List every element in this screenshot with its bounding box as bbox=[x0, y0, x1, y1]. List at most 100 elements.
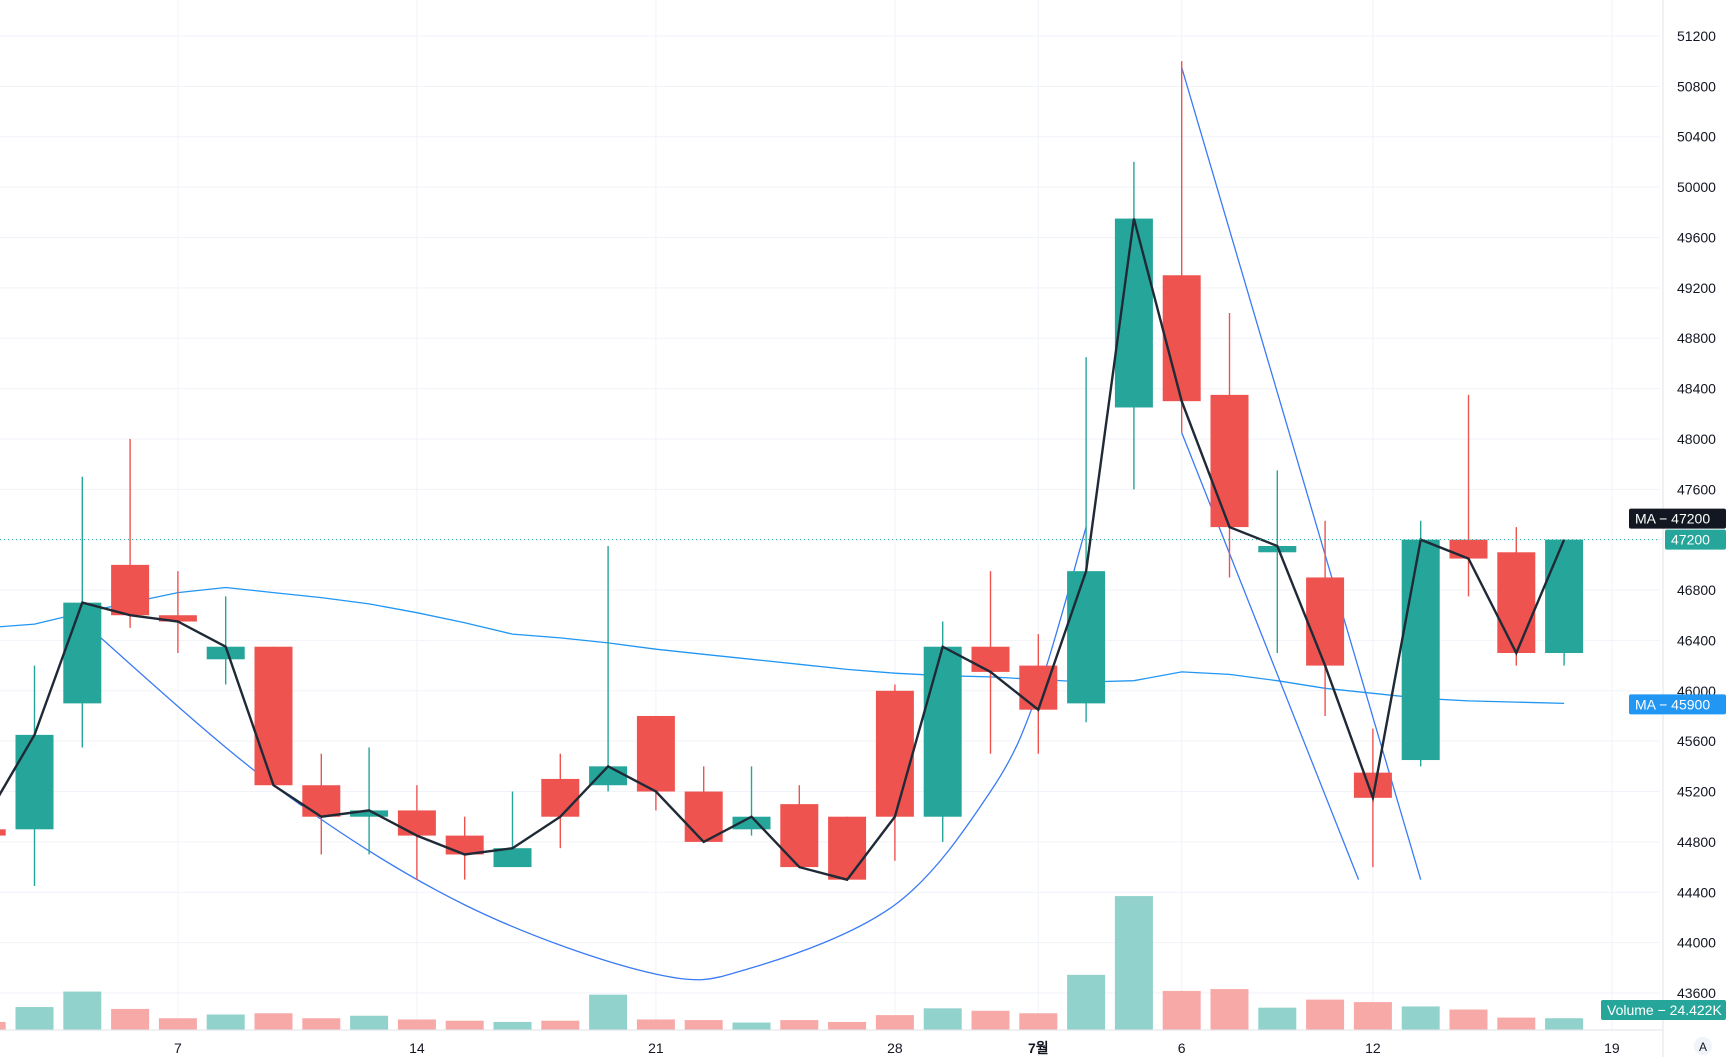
candle[interactable] bbox=[1306, 520, 1345, 716]
trend-line-drawing[interactable] bbox=[1181, 67, 1422, 880]
volume-bar bbox=[541, 1020, 580, 1030]
volume-bar bbox=[206, 1014, 245, 1030]
candle-body bbox=[15, 734, 54, 830]
candle[interactable] bbox=[541, 753, 580, 849]
price-tick-label: 43600 bbox=[1677, 985, 1716, 1001]
time-axis[interactable]: 6월71421287월61219 bbox=[0, 1029, 1663, 1056]
candle[interactable] bbox=[1545, 539, 1584, 666]
ma-short-badge-text: MA − 47200 bbox=[1635, 511, 1710, 527]
candle[interactable] bbox=[589, 545, 628, 792]
price-tick-label: 47600 bbox=[1677, 481, 1716, 497]
ma-short-badge: MA − 47200 bbox=[1629, 508, 1726, 529]
price-tick-label: 44800 bbox=[1677, 834, 1716, 850]
candle[interactable] bbox=[158, 571, 197, 654]
long-moving-average bbox=[0, 586, 1565, 705]
price-tick-label: 45200 bbox=[1677, 784, 1716, 800]
candle-body bbox=[1306, 577, 1345, 666]
candle-body bbox=[1401, 539, 1440, 761]
volume-bar bbox=[923, 1008, 962, 1030]
candle-body bbox=[0, 829, 6, 836]
candle[interactable] bbox=[63, 476, 102, 748]
volume-bar bbox=[1545, 1018, 1584, 1030]
candle[interactable] bbox=[636, 715, 675, 811]
candle[interactable] bbox=[1067, 357, 1106, 723]
price-tick-label: 50400 bbox=[1677, 129, 1716, 145]
candle[interactable] bbox=[875, 684, 914, 861]
candle[interactable] bbox=[923, 621, 962, 842]
volume-bar bbox=[158, 1018, 197, 1030]
volume-bars bbox=[0, 896, 1584, 1030]
candles[interactable] bbox=[0, 61, 1584, 886]
auto-scale-button[interactable]: A bbox=[1694, 1037, 1712, 1055]
candle[interactable] bbox=[828, 816, 867, 880]
candle[interactable] bbox=[1258, 470, 1297, 654]
volume-bar bbox=[1114, 896, 1153, 1030]
price-tick-label: 48400 bbox=[1677, 381, 1716, 397]
volume-bar bbox=[1210, 989, 1249, 1030]
candle[interactable] bbox=[254, 646, 293, 786]
volume-bar bbox=[732, 1022, 771, 1030]
volume-bar bbox=[1067, 974, 1106, 1030]
candle[interactable] bbox=[0, 817, 6, 855]
axis-badges: MA − 47200 47200 MA − 45900 Volume − 24.422… bbox=[1601, 508, 1726, 1055]
candle-body bbox=[302, 785, 341, 817]
candle[interactable] bbox=[1162, 61, 1201, 433]
candle-body bbox=[111, 564, 150, 616]
candle[interactable] bbox=[111, 438, 150, 628]
volume-bar bbox=[111, 1008, 150, 1030]
volume-bar bbox=[684, 1020, 723, 1030]
price-tick-label: 44000 bbox=[1677, 935, 1716, 951]
volume-bar bbox=[636, 1019, 675, 1030]
volume-bar bbox=[875, 1015, 914, 1030]
candle[interactable] bbox=[302, 753, 341, 855]
candle-body bbox=[971, 646, 1010, 672]
volume-bar bbox=[302, 1018, 341, 1030]
price-tick-label: 48800 bbox=[1677, 330, 1716, 346]
volume-bar bbox=[254, 1013, 293, 1030]
time-tick-label: 21 bbox=[648, 1040, 664, 1056]
candle-body bbox=[1545, 539, 1584, 654]
candle[interactable] bbox=[1497, 527, 1536, 666]
candle[interactable] bbox=[493, 791, 532, 868]
volume-bar bbox=[0, 1021, 6, 1030]
candle-body bbox=[1449, 539, 1488, 559]
ma-short-line bbox=[0, 218, 1566, 882]
candle[interactable] bbox=[397, 785, 436, 880]
candle-body bbox=[684, 791, 723, 842]
candle[interactable] bbox=[1019, 634, 1058, 754]
candle-body bbox=[1210, 394, 1249, 528]
candle-body bbox=[923, 646, 962, 817]
last-price-badge: 47200 bbox=[1665, 529, 1726, 550]
candle-body bbox=[1162, 275, 1201, 402]
time-tick-label: 19 bbox=[1604, 1040, 1620, 1056]
candle[interactable] bbox=[732, 766, 771, 836]
candle[interactable] bbox=[971, 571, 1010, 754]
price-tick-label: 46800 bbox=[1677, 582, 1716, 598]
time-tick-label: 28 bbox=[887, 1040, 903, 1056]
last-price-badge-text: 47200 bbox=[1671, 532, 1710, 548]
candle[interactable] bbox=[1210, 313, 1249, 578]
candle-body bbox=[1067, 571, 1106, 704]
volume-bar bbox=[1258, 1007, 1297, 1030]
candle[interactable] bbox=[684, 766, 723, 842]
ma-long-line bbox=[0, 586, 1565, 705]
volume-bar bbox=[828, 1021, 867, 1030]
candle[interactable] bbox=[1449, 394, 1488, 597]
candle[interactable] bbox=[206, 596, 245, 685]
volume-bar bbox=[1019, 1013, 1058, 1030]
candle[interactable] bbox=[780, 785, 819, 868]
price-tick-label: 50800 bbox=[1677, 78, 1716, 94]
candle[interactable] bbox=[15, 665, 54, 886]
price-tick-label: 48000 bbox=[1677, 431, 1716, 447]
candle[interactable] bbox=[1401, 520, 1440, 767]
candle-body bbox=[63, 602, 102, 704]
candle-body bbox=[589, 766, 628, 786]
candle-body bbox=[254, 646, 293, 786]
candle[interactable] bbox=[350, 747, 389, 855]
price-tick-label: 50000 bbox=[1677, 179, 1716, 195]
candle-body bbox=[875, 690, 914, 817]
candle-body bbox=[493, 848, 532, 868]
time-tick-label: 12 bbox=[1365, 1040, 1381, 1056]
